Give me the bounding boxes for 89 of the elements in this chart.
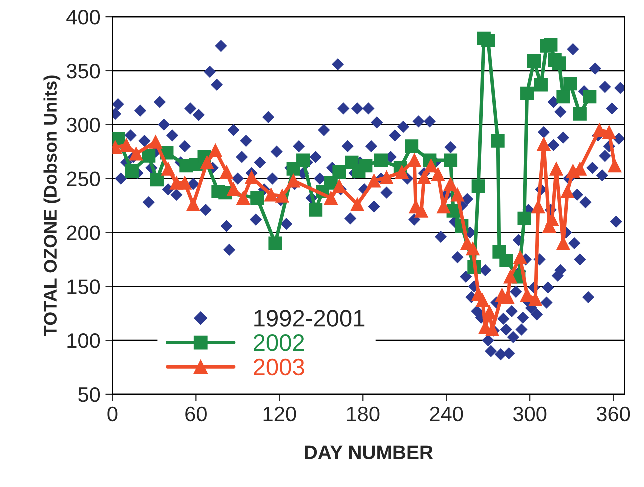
point <box>208 144 222 158</box>
point <box>395 166 409 180</box>
point <box>226 182 241 196</box>
point <box>125 164 139 178</box>
point <box>583 90 597 104</box>
point <box>482 306 496 320</box>
y-tick-label: 250 <box>67 172 100 187</box>
x-tick-label: 240 <box>430 406 464 422</box>
point <box>592 124 606 138</box>
point <box>501 290 515 304</box>
point <box>150 173 164 187</box>
point <box>332 180 346 194</box>
point <box>546 213 560 227</box>
point <box>482 34 496 48</box>
point <box>149 135 163 149</box>
point <box>380 170 394 184</box>
y-tick-label: 150 <box>68 280 100 294</box>
x-tick-label: 360 <box>596 406 630 422</box>
point <box>162 162 176 176</box>
point <box>120 138 134 152</box>
point <box>504 270 518 284</box>
point <box>130 147 144 161</box>
point <box>186 198 200 212</box>
x-tick-label: 60 <box>186 406 207 422</box>
point <box>142 149 156 163</box>
point <box>544 38 558 52</box>
point <box>245 170 259 184</box>
point <box>573 107 587 121</box>
x-axis-title: DAY NUMBER <box>305 446 434 460</box>
point <box>552 56 566 70</box>
point <box>550 162 564 176</box>
point <box>444 154 458 168</box>
point <box>472 180 486 194</box>
x-tick-label: 300 <box>513 406 547 422</box>
point <box>534 78 548 92</box>
point <box>296 154 310 168</box>
y-tick-label: 300 <box>66 118 100 133</box>
point <box>367 174 382 188</box>
point <box>236 191 250 205</box>
point <box>491 134 505 148</box>
point <box>556 90 570 104</box>
point <box>200 156 214 170</box>
point <box>408 154 422 168</box>
point <box>608 159 622 173</box>
x-tick-label: 120 <box>264 406 296 422</box>
point <box>418 170 432 184</box>
point <box>476 294 490 308</box>
point <box>431 168 446 182</box>
point <box>537 138 551 152</box>
legend-label: 1992-2001 <box>254 310 365 327</box>
point <box>264 188 278 202</box>
point <box>514 250 528 264</box>
point <box>518 212 532 226</box>
point <box>500 254 514 268</box>
point <box>374 154 388 168</box>
point <box>466 242 480 256</box>
point <box>414 204 428 218</box>
y-tick-label: 100 <box>68 334 100 348</box>
point <box>286 174 300 188</box>
point <box>532 200 546 214</box>
point <box>444 177 458 191</box>
point <box>527 54 542 68</box>
point <box>324 191 338 205</box>
point <box>178 176 192 190</box>
y-tick-label: 200 <box>67 226 100 240</box>
point <box>564 77 578 91</box>
y-tick-label: 400 <box>66 10 100 25</box>
point <box>602 126 616 140</box>
point <box>405 140 419 154</box>
point <box>309 203 323 217</box>
point <box>332 166 346 180</box>
y-tick-label: 50 <box>78 387 100 402</box>
legend-label: 2003 <box>254 358 304 376</box>
point <box>424 159 438 173</box>
x-tick-label: 0 <box>108 406 118 422</box>
point <box>528 292 542 306</box>
point <box>276 189 290 203</box>
y-tick-label: 350 <box>66 64 100 79</box>
y-axis-title: TOTAL OZONE (Dobson Units) <box>44 76 61 336</box>
point <box>450 188 464 202</box>
x-tick-label: 180 <box>347 406 380 422</box>
point <box>268 236 282 250</box>
point <box>359 159 373 173</box>
point <box>250 191 264 205</box>
point <box>520 86 534 100</box>
point <box>220 166 234 180</box>
legend-label: 2002 <box>254 334 304 352</box>
point <box>350 198 364 212</box>
point <box>560 184 574 199</box>
